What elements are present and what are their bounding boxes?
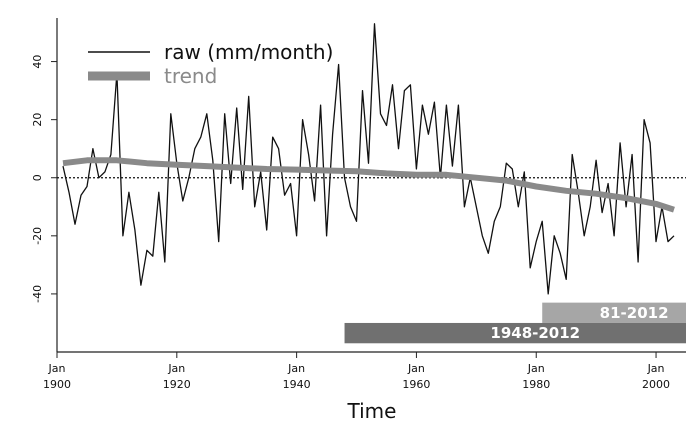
period-band [542,302,686,323]
x-tick-label-month: Jan [407,362,425,375]
data-series [62,23,675,295]
x-tick-label-year: 1960 [402,378,430,391]
axis-ticks: 40 20 0 -20 -40 Jan 1900 Jan 1920 Jan 1940 Jan 1960 J… [31,55,670,391]
y-tick-label: 40 [31,55,44,69]
x-tick-label-month: Jan [647,362,665,375]
x-tick-label-month: Jan [527,362,545,375]
y-tick-label: 20 [31,113,44,127]
period-band-label: 81-2012 [600,304,669,322]
x-tick-label-year: 1980 [522,378,550,391]
period-bands: 81-2012 1948-2012 [344,302,686,344]
x-tick-label-year: 2000 [642,378,670,391]
period-band [344,322,686,344]
y-tick-label: -20 [31,227,44,245]
x-tick-label-year: 1920 [163,378,191,391]
x-tick-label-month: Jan [167,362,185,375]
x-tick-label-year: 1900 [43,378,71,391]
trend-line [62,157,675,213]
x-tick-label-month: Jan [48,362,66,375]
x-tick-label-year: 1940 [283,378,311,391]
legend: raw (mm/month)trend [88,40,333,88]
y-tick-label: 0 [31,174,44,181]
legend-label: trend [164,64,217,88]
x-axis-title: Time [347,399,397,423]
legend-label: raw (mm/month) [164,40,333,64]
period-band-label: 1948-2012 [490,324,580,342]
x-tick-label-month: Jan [287,362,305,375]
raw-series-line [62,23,675,295]
y-tick-label: -40 [31,285,44,303]
chart-frame [56,18,686,353]
